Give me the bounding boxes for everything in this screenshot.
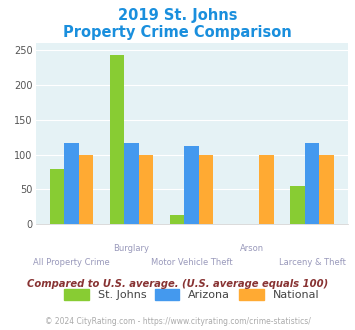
Text: All Property Crime: All Property Crime [33,258,110,267]
Bar [50,169,64,224]
Legend: St. Johns, Arizona, National: St. Johns, Arizona, National [60,284,324,305]
Bar [290,186,305,224]
Bar [199,154,213,224]
Text: © 2024 CityRating.com - https://www.cityrating.com/crime-statistics/: © 2024 CityRating.com - https://www.city… [45,317,310,326]
Bar [259,154,274,224]
Text: 2019 St. Johns: 2019 St. Johns [118,8,237,23]
Bar [319,154,334,224]
Bar [305,143,319,224]
Text: Motor Vehicle Theft: Motor Vehicle Theft [151,258,233,267]
Bar [185,146,199,224]
Bar [64,143,78,224]
Text: Compared to U.S. average. (U.S. average equals 100): Compared to U.S. average. (U.S. average … [27,279,328,289]
Bar [170,214,185,224]
Text: Property Crime Comparison: Property Crime Comparison [63,25,292,40]
Bar [139,154,153,224]
Bar [110,55,124,224]
Text: Larceny & Theft: Larceny & Theft [279,258,345,267]
Bar [124,143,139,224]
Bar [78,154,93,224]
Text: Burglary: Burglary [114,244,149,253]
Text: Arson: Arson [240,244,264,253]
